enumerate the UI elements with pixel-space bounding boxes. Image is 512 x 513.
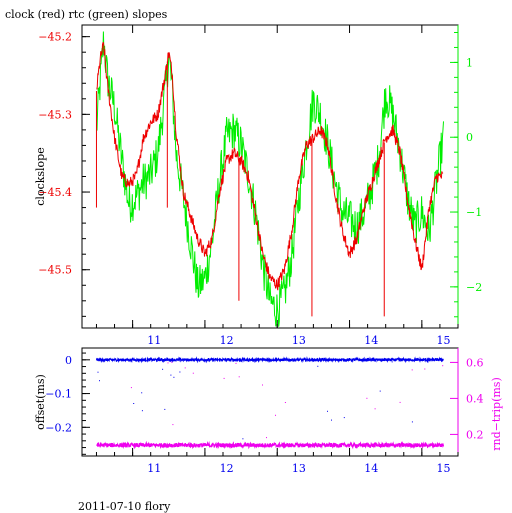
x-tick-label: 13 (292, 462, 306, 475)
outlier-point (411, 421, 413, 423)
outlier-point (275, 414, 276, 416)
y-right-tick-label: 0.2 (466, 428, 484, 441)
outlier-point (242, 438, 244, 440)
y-right-tick-label: 1 (466, 56, 473, 69)
upper-y-axis-label: clockslope (34, 147, 47, 205)
outlier-point (171, 361, 173, 363)
upper-panel: −45.2 −45.3 −45.4 −45.5 1 0 −1 −2 11 12 13 14 15 c… (34, 24, 482, 347)
outlier-point (366, 397, 368, 399)
outlier-point (135, 445, 136, 447)
outlier-point (284, 402, 286, 403)
clock-slope-line (96, 41, 444, 291)
y-tick-label: −0.2 (45, 421, 72, 434)
y-right-tick-label: 0 (466, 131, 473, 144)
lower-series (95, 356, 445, 450)
outlier-point (184, 367, 186, 369)
roundtrip-series (96, 440, 445, 450)
outlier-point (379, 390, 381, 392)
outlier-point (141, 410, 143, 412)
y-right-tick-label: −2 (466, 281, 482, 294)
outlier-point (374, 408, 376, 410)
outlier-point (317, 365, 319, 367)
lower-right-axis: 0.6 0.4 0.2 (450, 348, 484, 456)
outlier-point (243, 357, 245, 359)
outlier-point (223, 377, 225, 379)
x-tick-label: 12 (220, 334, 234, 347)
outlier-point (164, 408, 166, 410)
offset-series (95, 356, 444, 364)
outlier-point (262, 384, 263, 386)
x-tick-label: 15 (437, 334, 451, 347)
outlier-point (179, 371, 181, 373)
x-tick-label: 13 (292, 334, 306, 347)
outlier-point (170, 374, 172, 376)
rtc-slope-line (96, 31, 444, 327)
x-tick-label: 15 (437, 462, 451, 475)
lower-x-axis: 11 12 13 14 15 (95, 448, 459, 475)
y-tick-label: −45.5 (38, 264, 72, 277)
lower-y-axis-label: offset(ms) (34, 374, 47, 430)
outlier-point (343, 417, 345, 419)
lower-left-axis: 0 −0.1 −0.2 (45, 352, 90, 455)
outlier-point (141, 392, 143, 394)
outlier-point (172, 424, 174, 426)
outlier-point (130, 387, 132, 389)
x-tick-label: 11 (147, 334, 161, 347)
chart-title: clock (red) rtc (green) slopes (5, 8, 168, 21)
outlier-point (391, 361, 393, 363)
upper-left-axis: −45.2 −45.3 −45.4 −45.5 (38, 31, 90, 317)
outlier-point (173, 376, 175, 378)
upper-right-axis: 1 0 −1 −2 (450, 25, 482, 328)
outlier-point (411, 369, 413, 371)
outlier-point (442, 365, 444, 367)
y-tick-label: −45.2 (38, 31, 72, 44)
outlier-point (399, 401, 401, 403)
lower-right-y-axis-label: rnd−trip(ms) (490, 377, 503, 451)
upper-x-axis: 11 12 13 14 15 (95, 25, 459, 347)
outlier-point (331, 419, 332, 421)
x-tick-label: 12 (220, 462, 234, 475)
outlier-point (167, 362, 169, 364)
y-tick-label: −45.3 (38, 108, 72, 121)
outlier-point (266, 437, 267, 439)
outlier-point (162, 368, 164, 370)
outlier-point (133, 403, 135, 404)
outlier-point (192, 372, 194, 374)
y-tick-label: −45.4 (38, 186, 72, 199)
outlier-point (235, 362, 237, 364)
y-tick-label: 0 (65, 354, 72, 367)
lower-panel: 0 −0.1 −0.2 0.6 0.4 0.2 11 12 13 14 15 offset(ms… (34, 347, 503, 475)
outlier-point (327, 410, 328, 412)
y-right-tick-label: −1 (466, 206, 482, 219)
y-right-tick-label: 0.4 (466, 392, 484, 405)
y-tick-label: −0.1 (45, 388, 72, 401)
x-tick-label: 14 (364, 334, 378, 347)
lower-plot-frame (81, 347, 459, 457)
x-tick-label: 14 (364, 462, 378, 475)
outlier-point (424, 368, 426, 370)
x-tick-label: 11 (147, 462, 161, 475)
footer-note: 2011-07-10 flory (78, 500, 171, 513)
outlier-point (238, 376, 240, 378)
outlier-point (99, 380, 100, 382)
outlier-point (239, 360, 241, 362)
outlier-point (97, 371, 99, 373)
y-right-tick-label: 0.6 (466, 356, 484, 369)
upper-series (95, 31, 444, 327)
